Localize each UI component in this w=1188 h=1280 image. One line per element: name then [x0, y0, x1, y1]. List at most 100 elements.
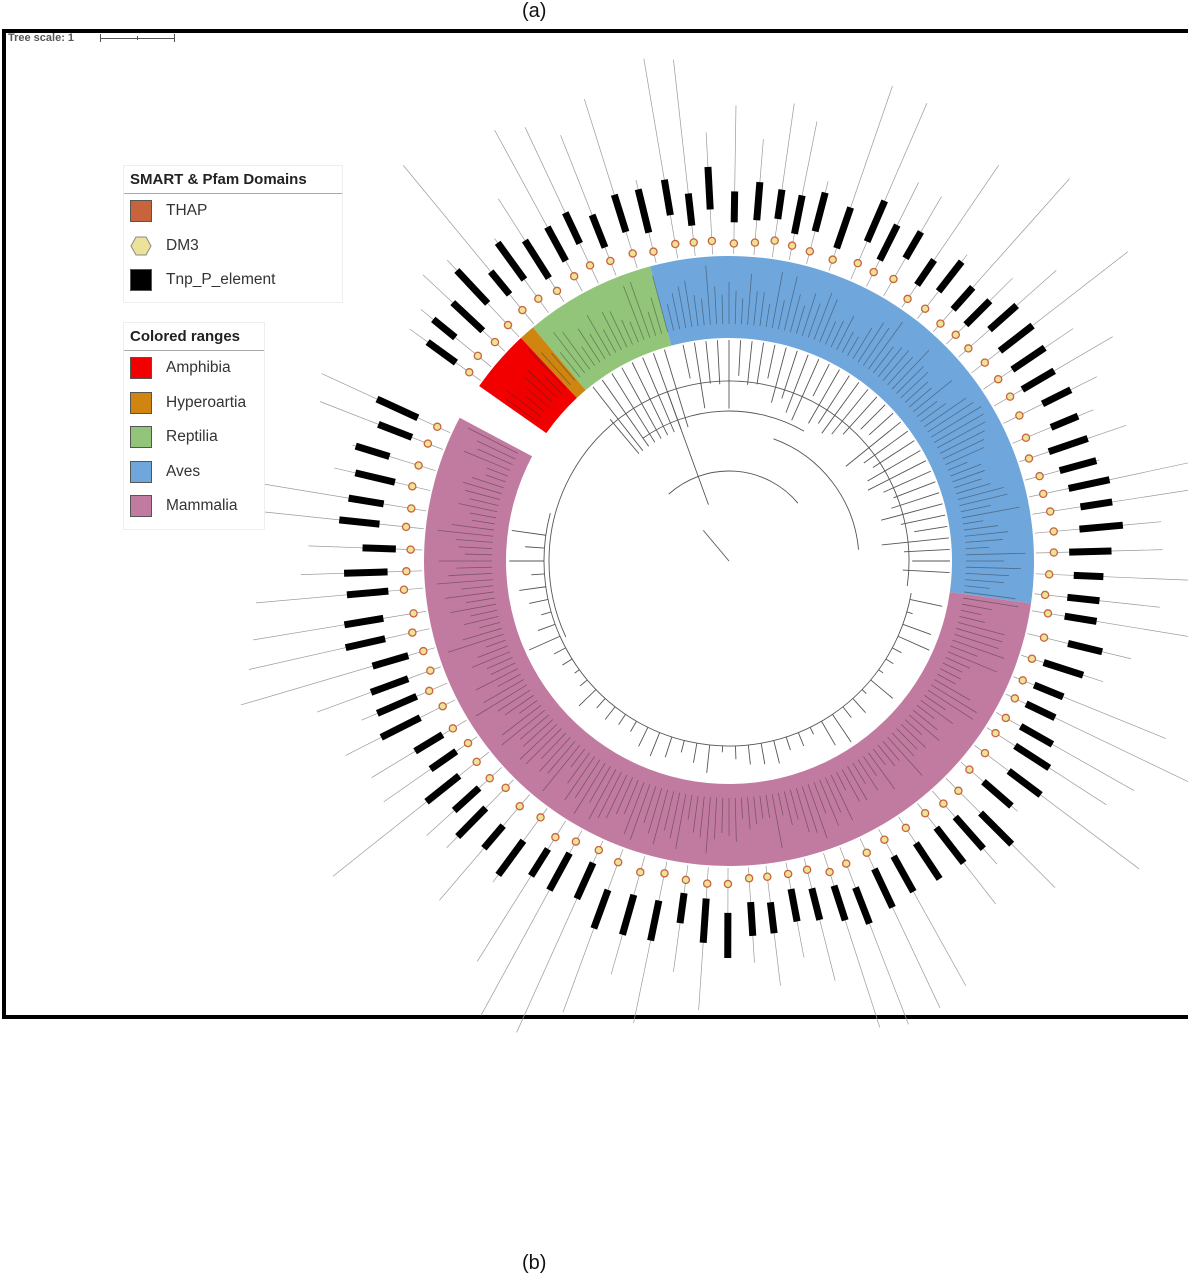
leaf-label: [937, 421, 986, 449]
leaf-ray: [476, 820, 566, 962]
tnp-p-element-domain: [450, 300, 486, 334]
leaf-label: [507, 390, 542, 418]
tnp-p-element-domain: [660, 179, 674, 216]
branch-stem: [878, 669, 884, 674]
tnp-p-element-domain: [371, 652, 410, 670]
branch-arc: [773, 438, 859, 550]
branch-stem: [842, 706, 852, 718]
dm3-domain: [1024, 454, 1034, 463]
branch-stem: [771, 347, 787, 403]
branch-stem: [680, 740, 685, 753]
leaf-label: [525, 728, 562, 765]
tnp-p-element-domain: [428, 748, 459, 773]
leaf-label: [623, 779, 639, 814]
leaf-label: [586, 314, 611, 356]
leaf-label: [783, 276, 798, 331]
branch-stem: [667, 391, 709, 505]
leaf-label: [741, 298, 744, 325]
dm3-domain: [1049, 548, 1059, 557]
leaf-label: [629, 321, 639, 343]
leaf-label: [896, 366, 924, 394]
leaf-label: [819, 779, 840, 826]
leaf-label: [771, 271, 783, 329]
leaf-label: [956, 627, 1003, 643]
tnp-p-element-domain: [753, 181, 764, 221]
branch-stem: [663, 349, 689, 428]
legend-item-label: Tnp_P_element: [166, 271, 276, 289]
colored-range-hyperoartia: [520, 327, 586, 398]
leaf-label: [900, 723, 927, 748]
leaf-label: [464, 450, 511, 471]
leaf-ray: [995, 712, 1135, 791]
leaf-label: [882, 740, 900, 761]
leaf-label: [924, 694, 946, 711]
tnp-p-element-domain: [1079, 521, 1124, 533]
leaf-label: [807, 303, 821, 338]
dm3-domain: [936, 319, 945, 328]
branch-stem: [596, 698, 606, 709]
colored-range-aves: [650, 255, 1034, 604]
legend-item-dm3: DM3: [124, 229, 342, 264]
leaf-ray: [1031, 610, 1188, 637]
tnp-p-element-domain: [354, 469, 396, 486]
branch-stem: [747, 744, 751, 765]
dm3-domain: [407, 504, 416, 513]
branch-stem: [630, 720, 637, 732]
branch-stem: [885, 658, 894, 665]
dm3-domain: [889, 274, 898, 284]
branch-stem: [702, 530, 730, 562]
leaf-label: [570, 748, 586, 768]
branch-stem: [821, 720, 836, 746]
leaf-label: [497, 689, 531, 712]
leaf-label: [501, 709, 546, 746]
tnp-p-element-domain: [481, 823, 506, 851]
leaf-label: [476, 440, 516, 460]
dm3-domain: [951, 330, 960, 340]
branch-stem: [642, 357, 675, 433]
colored-range-amphibia: [479, 337, 577, 434]
tnp-p-element-domain: [362, 544, 396, 553]
leaf-label: [643, 786, 657, 823]
tnp-p-element-domain: [610, 193, 630, 233]
tnp-p-element-domain: [455, 805, 489, 840]
dm3-domain: [770, 236, 779, 245]
tnp-p-element-domain: [588, 213, 609, 249]
branch-stem: [914, 525, 948, 533]
dm3-domain: [423, 439, 433, 448]
dm3-domain: [702, 879, 712, 888]
legend-item-label: DM3: [166, 236, 199, 254]
leaf-label: [887, 356, 914, 386]
branch-stem: [592, 386, 644, 451]
branch-stem: [716, 340, 721, 385]
tnp-p-element-domain: [1079, 498, 1113, 511]
leaf-label: [447, 633, 504, 653]
tnp-p-element-domain: [544, 225, 569, 263]
leaf-label: [771, 793, 783, 849]
tnp-p-element-domain: [338, 516, 380, 528]
branch-stem: [574, 669, 580, 674]
domain-architectures: [338, 166, 1124, 959]
tnp-p-element-domain: [495, 838, 527, 878]
leaf-label: [540, 352, 571, 386]
leaf-label: [666, 303, 675, 331]
dm3-domain: [399, 585, 409, 595]
branch-arc: [642, 410, 805, 439]
reptilia-swatch: [130, 426, 152, 449]
amphibia-swatch: [130, 357, 152, 380]
leaf-label: [734, 290, 737, 325]
branch-stem: [553, 647, 566, 655]
leaf-label: [836, 315, 855, 351]
dm3-domain: [880, 835, 889, 844]
leaf-ray: [633, 861, 668, 1024]
branch-stem: [682, 344, 691, 379]
branch-stem: [860, 404, 886, 430]
legend-item-label: Hyperoartia: [166, 393, 247, 411]
leaf-label: [963, 525, 999, 531]
tnp-p-element-domain: [981, 779, 1014, 809]
branch-stem: [842, 396, 878, 435]
dm3-domain: [964, 344, 973, 353]
branch-arc: [543, 513, 912, 747]
dm3-domain: [438, 701, 447, 711]
tnp-p-element-domain: [375, 395, 420, 422]
tnp-p-element-domain: [876, 223, 901, 262]
